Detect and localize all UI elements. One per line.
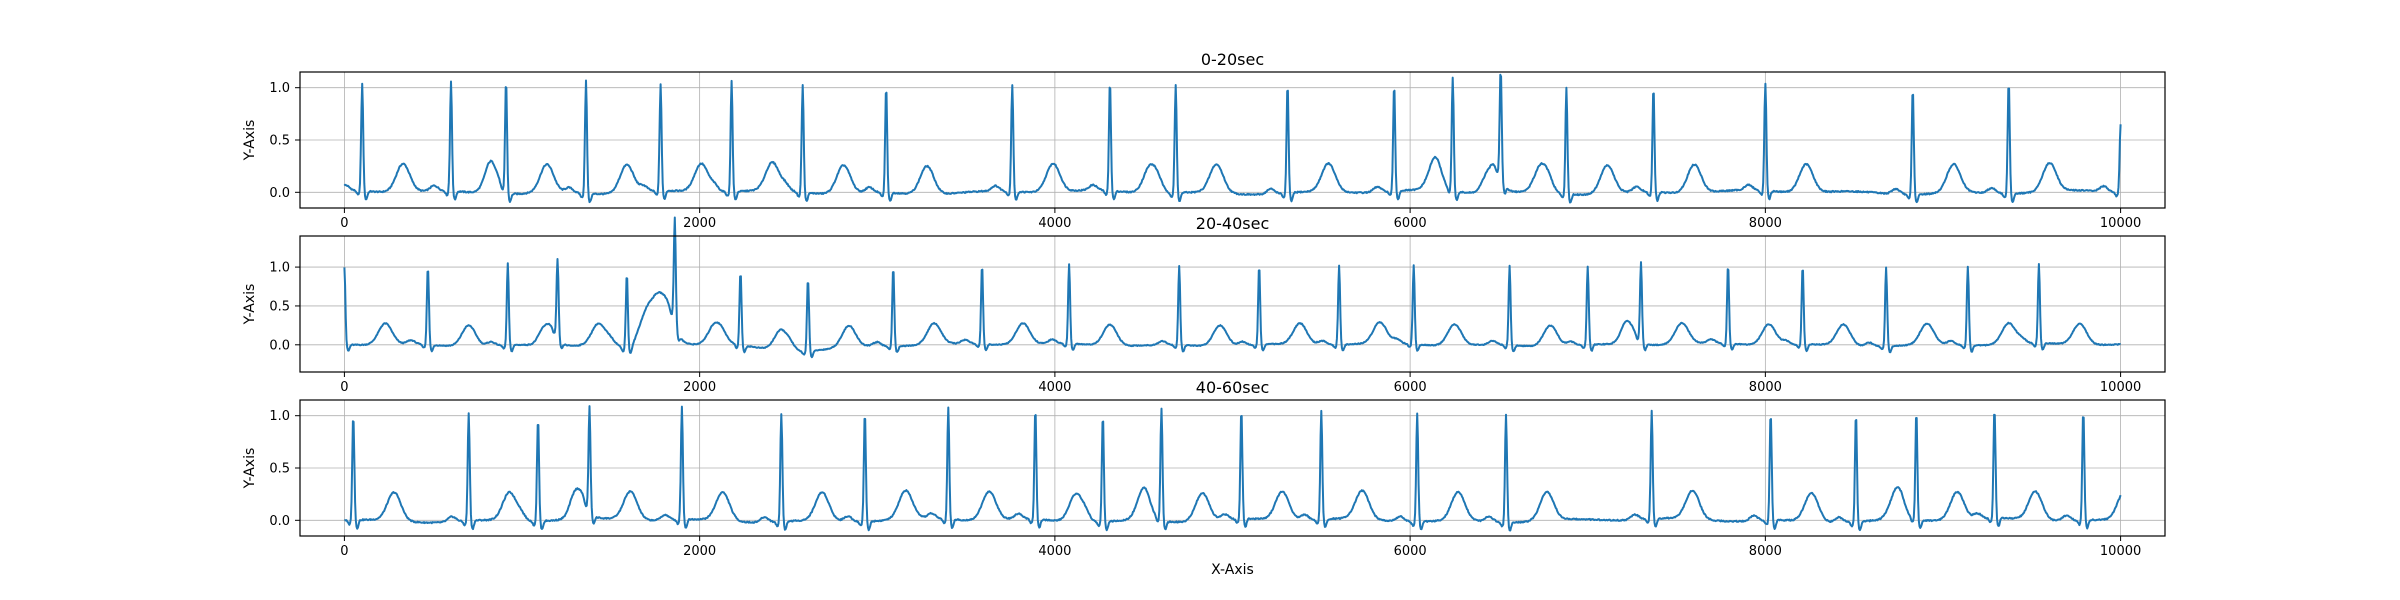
y-tick-label: 1.0 — [269, 81, 290, 96]
subplot-title: 0-20sec — [1201, 50, 1264, 69]
subplot-2: 0 2000 4000 6000 8000 10000 0.0 0.5 1.0 20-40sec Y… — [242, 214, 2166, 395]
x-tick-label: 8000 — [1749, 380, 1782, 395]
x-tick-label: 4000 — [1038, 544, 1071, 559]
y-tick-label: 0.0 — [269, 338, 290, 353]
x-tick-label: 4000 — [1038, 216, 1071, 231]
x-tick-label: 10000 — [2100, 216, 2141, 231]
y-tick-label: 0.0 — [269, 514, 290, 529]
y-tick-label: 0.5 — [269, 462, 290, 477]
subplot-title: 40-60sec — [1196, 378, 1269, 397]
x-tick-label: 6000 — [1394, 380, 1427, 395]
x-tick-label: 10000 — [2100, 380, 2141, 395]
y-tick-label: 1.0 — [269, 409, 290, 424]
y-axis-label: Y-Axis — [242, 120, 258, 162]
subplot-1: 0 2000 4000 6000 8000 10000 0.0 0.5 1.0 0-20sec Y-… — [242, 50, 2166, 231]
ecg-trace-line — [343, 73, 2122, 204]
axes-frame — [299, 235, 2166, 373]
x-tick-label: 6000 — [1394, 216, 1427, 231]
x-tick-label: 6000 — [1394, 544, 1427, 559]
x-tick-label: 4000 — [1038, 380, 1071, 395]
x-tick-label: 2000 — [683, 544, 716, 559]
y-tick-label: 0.5 — [269, 134, 290, 149]
x-axis-label: X-Axis — [1211, 562, 1254, 578]
subplot-title: 20-40sec — [1196, 214, 1269, 233]
y-tick-label: 0.0 — [269, 186, 290, 201]
x-tick-label: 10000 — [2100, 544, 2141, 559]
y-tick-label: 0.5 — [269, 299, 290, 314]
y-axis-label: Y-Axis — [242, 448, 258, 490]
ecg-trace-line — [343, 216, 2121, 359]
y-tick-label: 1.0 — [269, 261, 290, 276]
ecg-trace-line — [344, 405, 2122, 532]
x-tick-label: 0 — [340, 544, 348, 559]
x-tick-label: 2000 — [683, 216, 716, 231]
y-axis-label: Y-Axis — [242, 284, 258, 326]
x-tick-label: 0 — [340, 216, 348, 231]
x-tick-label: 2000 — [683, 380, 716, 395]
x-tick-label: 8000 — [1749, 544, 1782, 559]
axes-frame — [299, 399, 2166, 537]
x-tick-label: 8000 — [1749, 216, 1782, 231]
x-tick-label: 0 — [340, 380, 348, 395]
axes-frame — [299, 71, 2166, 209]
subplot-3: 0 2000 4000 6000 8000 10000 0.0 0.5 1.0 40-60sec Y… — [242, 378, 2166, 559]
